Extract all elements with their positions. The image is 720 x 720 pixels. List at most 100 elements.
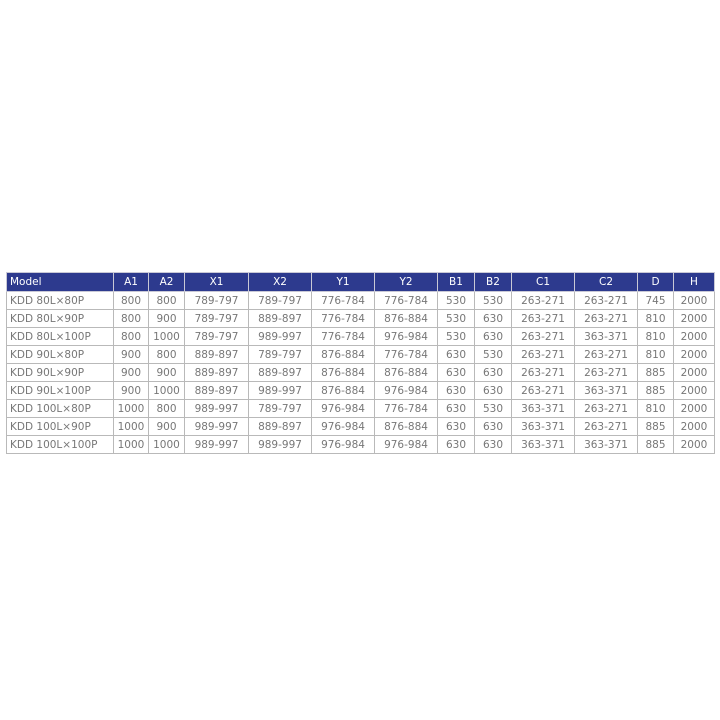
value-cell: 263-271 xyxy=(574,417,638,436)
model-cell: KDD 90L×100P xyxy=(6,381,114,400)
value-cell: 1000 xyxy=(148,327,185,346)
model-cell: KDD 100L×90P xyxy=(6,417,114,436)
column-header: Model xyxy=(6,272,114,292)
value-cell: 976-984 xyxy=(374,435,438,454)
column-header: H xyxy=(673,272,715,292)
value-cell: 889-897 xyxy=(248,417,312,436)
value-cell: 1000 xyxy=(148,435,185,454)
table-row: KDD 90L×90P 900 900 889-897 889-897 876-884 87… xyxy=(6,363,715,382)
value-cell: 989-997 xyxy=(248,381,312,400)
value-cell: 363-371 xyxy=(574,327,638,346)
value-cell: 363-371 xyxy=(574,435,638,454)
value-cell: 263-271 xyxy=(574,399,638,418)
value-cell: 876-884 xyxy=(374,309,438,328)
value-cell: 363-371 xyxy=(511,435,575,454)
value-cell: 800 xyxy=(148,399,185,418)
value-cell: 530 xyxy=(474,399,512,418)
value-cell: 776-784 xyxy=(374,291,438,310)
spec-table: Model A1 A2 X1 X2 Y1 Y2 B1 B2 C1 C2 D H KDD 80L×80P 8… xyxy=(6,272,715,454)
column-header: X1 xyxy=(184,272,249,292)
header-row: Model A1 A2 X1 X2 Y1 Y2 B1 B2 C1 C2 D H xyxy=(6,272,715,292)
model-cell: KDD 90L×80P xyxy=(6,345,114,364)
value-cell: 885 xyxy=(637,435,674,454)
value-cell: 889-897 xyxy=(184,381,249,400)
column-header: D xyxy=(637,272,674,292)
value-cell: 889-897 xyxy=(184,363,249,382)
value-cell: 1000 xyxy=(113,435,149,454)
model-cell: KDD 90L×90P xyxy=(6,363,114,382)
model-cell: KDD 80L×80P xyxy=(6,291,114,310)
value-cell: 263-271 xyxy=(511,309,575,328)
column-header: B1 xyxy=(437,272,475,292)
value-cell: 976-984 xyxy=(374,381,438,400)
value-cell: 900 xyxy=(113,363,149,382)
value-cell: 776-784 xyxy=(374,345,438,364)
value-cell: 630 xyxy=(474,309,512,328)
table-row: KDD 90L×80P 900 800 889-897 789-797 876-884 77… xyxy=(6,345,715,364)
value-cell: 2000 xyxy=(673,309,715,328)
table-row: KDD 100L×90P 1000 900 989-997 889-897 976-984… xyxy=(6,417,715,436)
value-cell: 263-271 xyxy=(511,291,575,310)
value-cell: 2000 xyxy=(673,435,715,454)
value-cell: 789-797 xyxy=(184,291,249,310)
value-cell: 530 xyxy=(437,309,475,328)
value-cell: 630 xyxy=(474,327,512,346)
value-cell: 530 xyxy=(437,327,475,346)
value-cell: 263-271 xyxy=(511,381,575,400)
value-cell: 1000 xyxy=(148,381,185,400)
value-cell: 630 xyxy=(437,363,475,382)
value-cell: 789-797 xyxy=(184,309,249,328)
value-cell: 810 xyxy=(637,309,674,328)
value-cell: 2000 xyxy=(673,381,715,400)
value-cell: 889-897 xyxy=(184,345,249,364)
value-cell: 630 xyxy=(474,381,512,400)
value-cell: 776-784 xyxy=(374,399,438,418)
column-header: Y1 xyxy=(311,272,375,292)
value-cell: 989-997 xyxy=(248,435,312,454)
value-cell: 745 xyxy=(637,291,674,310)
table-body: KDD 80L×80P 800 800 789-797 789-797 776-784 77… xyxy=(6,291,715,454)
value-cell: 900 xyxy=(148,417,185,436)
value-cell: 989-997 xyxy=(184,435,249,454)
value-cell: 1000 xyxy=(113,399,149,418)
value-cell: 876-884 xyxy=(374,417,438,436)
model-cell: KDD 80L×90P xyxy=(6,309,114,328)
value-cell: 889-897 xyxy=(248,363,312,382)
value-cell: 2000 xyxy=(673,417,715,436)
value-cell: 263-271 xyxy=(511,327,575,346)
value-cell: 800 xyxy=(113,291,149,310)
value-cell: 876-884 xyxy=(311,381,375,400)
value-cell: 989-997 xyxy=(248,327,312,346)
value-cell: 263-271 xyxy=(574,345,638,364)
column-header: C2 xyxy=(574,272,638,292)
value-cell: 885 xyxy=(637,381,674,400)
column-header: A2 xyxy=(148,272,185,292)
value-cell: 2000 xyxy=(673,327,715,346)
value-cell: 976-984 xyxy=(311,417,375,436)
value-cell: 889-897 xyxy=(248,309,312,328)
value-cell: 900 xyxy=(113,345,149,364)
value-cell: 789-797 xyxy=(184,327,249,346)
value-cell: 776-784 xyxy=(311,309,375,328)
value-cell: 976-984 xyxy=(374,327,438,346)
value-cell: 800 xyxy=(148,345,185,364)
value-cell: 800 xyxy=(113,327,149,346)
value-cell: 630 xyxy=(474,417,512,436)
value-cell: 989-997 xyxy=(184,417,249,436)
column-header: A1 xyxy=(113,272,149,292)
value-cell: 530 xyxy=(474,345,512,364)
value-cell: 810 xyxy=(637,345,674,364)
value-cell: 789-797 xyxy=(248,345,312,364)
value-cell: 885 xyxy=(637,363,674,382)
column-header: C1 xyxy=(511,272,575,292)
value-cell: 530 xyxy=(437,291,475,310)
value-cell: 630 xyxy=(437,381,475,400)
value-cell: 976-984 xyxy=(311,399,375,418)
table-row: KDD 80L×90P 800 900 789-797 889-897 776-784 87… xyxy=(6,309,715,328)
column-header: B2 xyxy=(474,272,512,292)
value-cell: 2000 xyxy=(673,399,715,418)
value-cell: 776-784 xyxy=(311,327,375,346)
value-cell: 900 xyxy=(148,363,185,382)
value-cell: 263-271 xyxy=(511,345,575,364)
value-cell: 900 xyxy=(113,381,149,400)
